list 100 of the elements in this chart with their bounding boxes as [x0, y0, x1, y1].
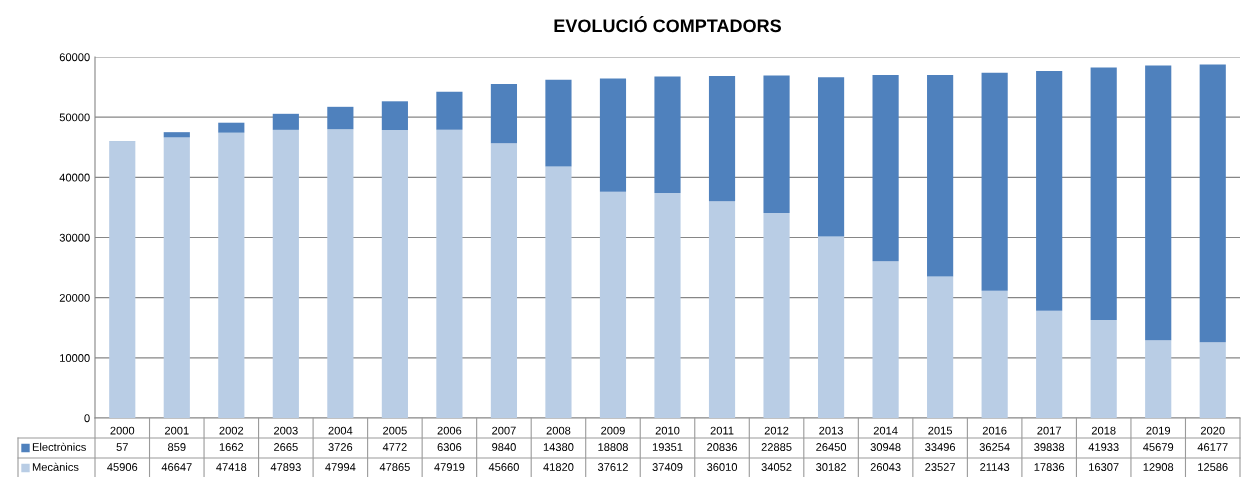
data-label: 37612 [597, 463, 628, 471]
bar [599, 78, 627, 192]
bar [981, 290, 1008, 418]
bar [381, 130, 408, 418]
data-label: 22885 [761, 443, 792, 451]
data-label: 12908 [1143, 463, 1174, 471]
bar [927, 276, 954, 418]
data-label: 36010 [707, 463, 738, 471]
y-tick-label: 40000 [59, 173, 90, 182]
data-label: 34052 [761, 463, 792, 471]
bar [817, 77, 845, 237]
bar [654, 192, 681, 418]
legend-label: Electrònics [32, 442, 86, 451]
bar [872, 75, 899, 262]
bar [927, 74, 954, 277]
x-tick-label: 2019 [1146, 426, 1171, 435]
x-tick-label: 2000 [110, 426, 135, 435]
x-tick-label: 2001 [164, 426, 189, 435]
y-tick-label: 0 [84, 414, 90, 423]
bar [1199, 64, 1226, 343]
data-label: 2665 [274, 443, 298, 451]
data-label: 14380 [543, 443, 574, 451]
bar [872, 261, 899, 418]
data-label: 26450 [816, 443, 847, 451]
x-tick-label: 2007 [492, 426, 516, 435]
data-label: 41933 [1088, 443, 1119, 451]
y-tick-label: 10000 [60, 354, 90, 362]
data-label: 47994 [325, 463, 356, 471]
bar [1090, 67, 1117, 320]
data-label: 36254 [979, 443, 1010, 451]
data-label: 46177 [1197, 443, 1228, 451]
data-label: 21143 [980, 463, 1010, 471]
data-label: 859 [168, 443, 186, 451]
data-label: 19351 [652, 443, 683, 451]
bar [490, 84, 518, 144]
x-tick-label: 2016 [982, 426, 1007, 435]
data-label: 47418 [216, 463, 247, 471]
data-label: 45660 [488, 463, 519, 471]
x-tick-label: 2011 [710, 426, 734, 435]
data-label: 6306 [437, 443, 462, 451]
bar [763, 213, 790, 418]
bar [817, 236, 845, 418]
bar [436, 91, 463, 130]
bar [381, 101, 408, 131]
bar [218, 122, 245, 133]
bar [1145, 340, 1172, 418]
bar [327, 129, 354, 418]
bar [490, 143, 518, 418]
x-tick-label: 2003 [274, 426, 298, 435]
bar [272, 129, 299, 418]
bar [1036, 310, 1063, 418]
x-tick-label: 2002 [219, 426, 244, 435]
y-tick-label: 20000 [59, 293, 90, 302]
data-label: 30182 [816, 463, 846, 471]
bar [708, 201, 736, 418]
data-label: 39838 [1034, 443, 1065, 451]
data-label: 20836 [707, 443, 737, 451]
data-label: 16307 [1089, 463, 1119, 471]
data-label: 45906 [107, 463, 138, 471]
bar [327, 106, 354, 130]
data-label: 37409 [652, 463, 683, 471]
legend-label: Mecànics [32, 462, 79, 471]
y-tick-label: 60000 [59, 53, 90, 62]
bar [1199, 342, 1226, 418]
chart-title: EVOLUCIÓ COMPTADORS [554, 16, 781, 33]
x-tick-label: 2014 [873, 426, 898, 435]
bar [1036, 70, 1063, 311]
bar [163, 132, 190, 138]
data-label: 3726 [328, 443, 353, 451]
data-label: 26043 [870, 463, 901, 471]
bar [545, 79, 572, 167]
bar [545, 166, 572, 418]
data-label: 30948 [870, 443, 901, 451]
y-tick-label: 30000 [59, 233, 90, 242]
x-tick-label: 2006 [437, 426, 462, 435]
data-label: 12586 [1198, 463, 1228, 471]
x-tick-label: 2017 [1037, 426, 1061, 435]
data-label: 47893 [270, 463, 301, 471]
data-label: 4772 [382, 443, 407, 451]
bar [654, 76, 681, 193]
x-tick-label: 2015 [928, 426, 953, 435]
y-tick-label: 50000 [59, 113, 90, 122]
data-label: 57 [116, 443, 128, 451]
bar [763, 75, 790, 214]
bar [109, 141, 136, 418]
data-label: 47919 [434, 463, 465, 471]
data-label: 47865 [379, 463, 410, 471]
data-label: 33496 [925, 443, 956, 451]
data-label: 23527 [925, 463, 956, 471]
x-tick-label: 2018 [1091, 426, 1116, 435]
x-tick-label: 2010 [655, 426, 680, 435]
data-label: 41820 [543, 463, 574, 471]
data-label: 1662 [219, 443, 244, 451]
bar [163, 137, 190, 418]
bar [1145, 65, 1172, 341]
bar [599, 191, 627, 418]
x-tick-label: 2012 [764, 426, 789, 435]
bar [272, 113, 299, 130]
data-label: 45679 [1143, 443, 1174, 451]
bar [436, 129, 463, 418]
